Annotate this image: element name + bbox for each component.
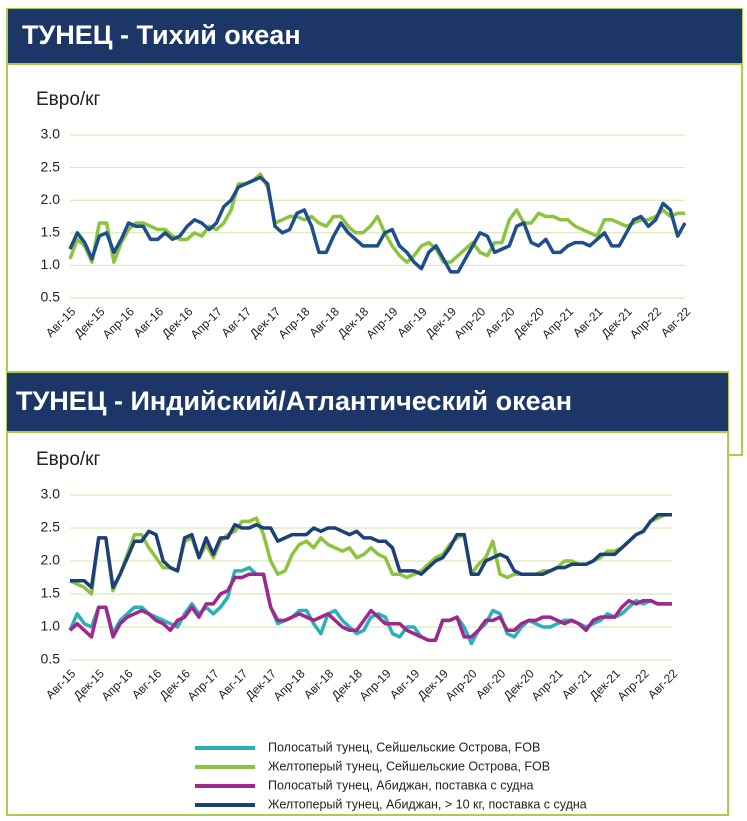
y-tick-label: 0.5 (41, 651, 61, 667)
legend-label: Полосатый тунец, Сейшельские Острова, FO… (268, 740, 540, 754)
legend-label: Полосатый тунец, Абиджан, поставка с суд… (268, 778, 533, 792)
legend-label: Желтоперый тунец, Абиджан, > 10 кг, пост… (268, 797, 587, 811)
y-tick-label: 0.5 (41, 289, 61, 305)
y-axis-label: Евро/кг (36, 449, 100, 470)
legend-label: Желтоперый тунец, Сейшельские Острова, F… (268, 759, 550, 773)
y-tick-label: 1.5 (41, 224, 61, 240)
y-tick-label: 2.5 (41, 158, 61, 174)
y-tick-label: 1.5 (41, 585, 61, 601)
y-axis-label: Евро/кг (36, 89, 100, 110)
series-line (68, 175, 687, 274)
series-line (68, 572, 672, 642)
y-tick-label: 3.0 (41, 126, 61, 142)
y-tick-label: 2.5 (41, 519, 61, 535)
y-tick-label: 1.0 (41, 618, 61, 634)
y-tick-label: 2.0 (41, 191, 61, 207)
y-tick-label: 3.0 (41, 486, 61, 502)
series-line (70, 513, 672, 590)
y-tick-label: 2.0 (41, 552, 61, 568)
series-line (68, 172, 685, 264)
y-tick-label: 1.0 (41, 256, 61, 272)
panel-header (8, 9, 742, 63)
panel-header (7, 373, 728, 431)
panel-title: ТУНЕЦ - Индийский/Атлантический океан (16, 386, 572, 416)
panel-title: ТУНЕЦ - Тихий океан (22, 20, 301, 50)
